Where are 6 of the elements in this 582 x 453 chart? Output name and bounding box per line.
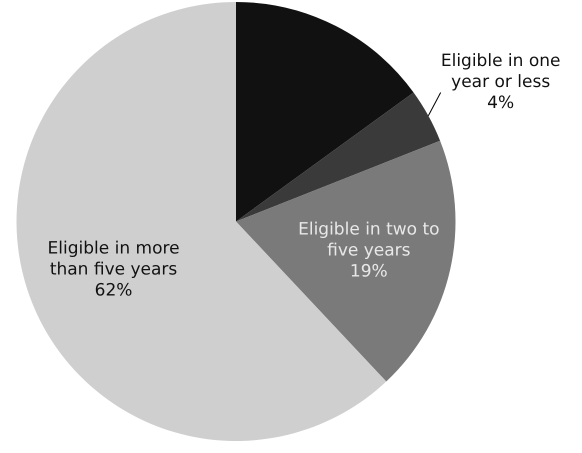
slice-label: Eligible in more than five years [48, 238, 180, 280]
slice-label: Eligible in two to five years [298, 220, 440, 261]
data-label: 4% [487, 92, 514, 113]
slice-label: Eligible in one year or less [440, 50, 560, 92]
data-label: 62% [94, 280, 132, 300]
data-label: 19% [350, 262, 388, 282]
